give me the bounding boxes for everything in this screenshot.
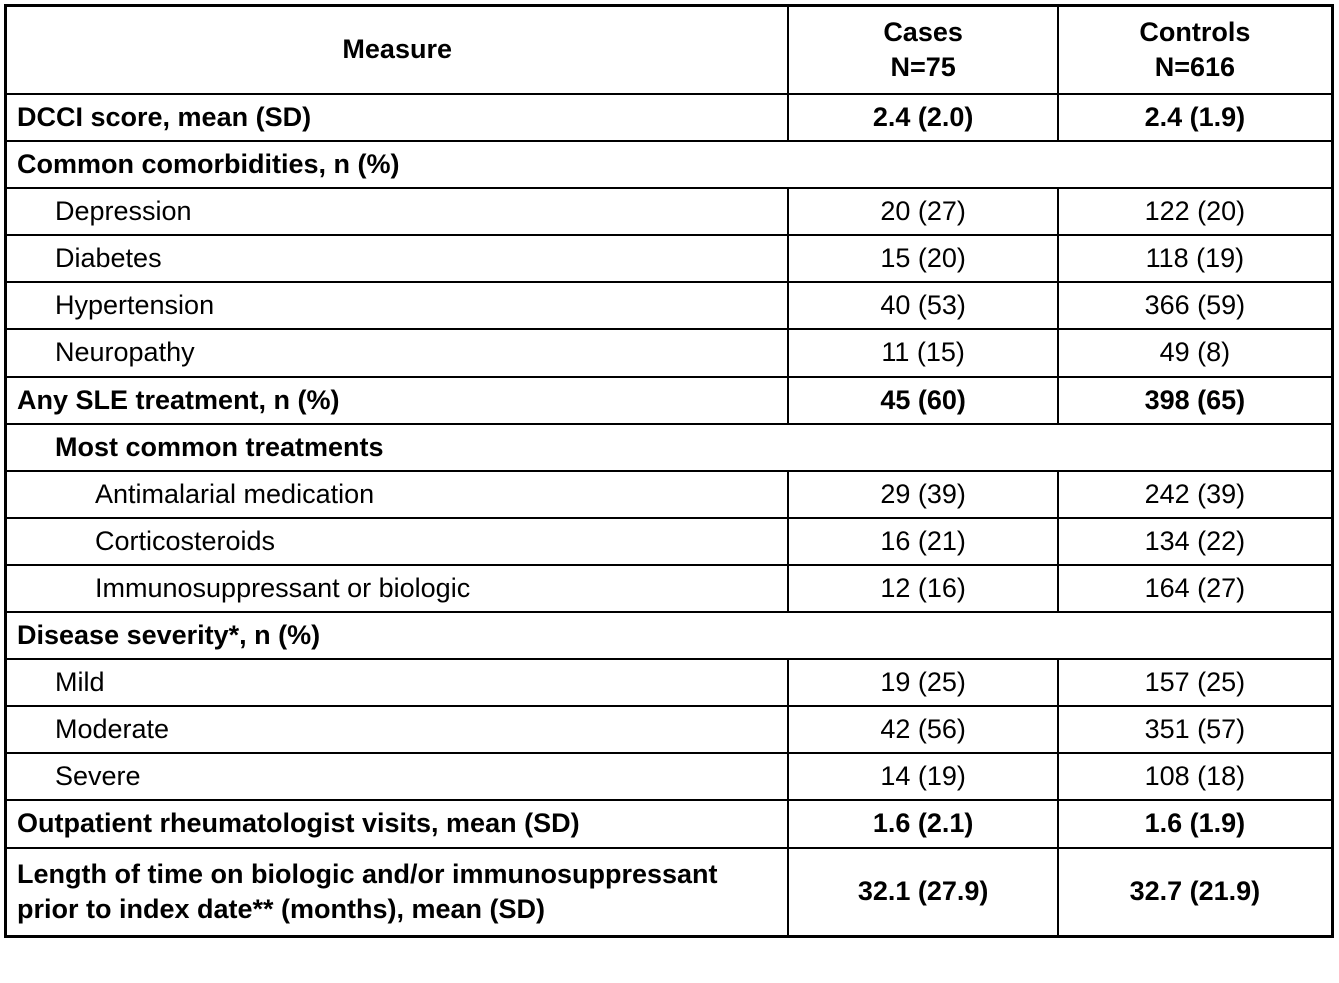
table-row: Severe 14 (19) 108 (18) xyxy=(4,752,1334,802)
table-row: Hypertension 40 (53) 366 (59) xyxy=(4,281,1334,331)
row-cases-value: 1.6 (2.1) xyxy=(787,799,1059,849)
row-measure: Neuropathy xyxy=(4,328,790,378)
row-measure: DCCI score, mean (SD) xyxy=(4,92,790,143)
table-row: Neuropathy 11 (15) 49 (8) xyxy=(4,328,1334,378)
row-measure: Mild xyxy=(4,658,790,708)
table-row: DCCI score, mean (SD) 2.4 (2.0) 2.4 (1.9… xyxy=(4,92,1334,143)
section-header: Most common treatments xyxy=(4,422,1334,472)
study-measures-table-container: Measure Cases N=75 Controls N=616 DCCI s… xyxy=(4,4,1334,938)
row-controls-value: 366 (59) xyxy=(1056,281,1334,331)
row-cases-value: 15 (20) xyxy=(787,234,1059,284)
section-header: Common comorbidities, n (%) xyxy=(4,140,1334,190)
row-controls-value: 134 (22) xyxy=(1056,516,1334,566)
row-measure: Antimalarial medication xyxy=(4,469,790,519)
row-controls-value: 2.4 (1.9) xyxy=(1056,92,1334,143)
row-measure: Corticosteroids xyxy=(4,516,790,566)
row-cases-value: 12 (16) xyxy=(787,563,1059,614)
study-measures-table: Measure Cases N=75 Controls N=616 DCCI s… xyxy=(4,4,1334,938)
row-cases-value: 14 (19) xyxy=(787,752,1059,802)
row-measure: Depression xyxy=(4,187,790,237)
row-cases-value: 2.4 (2.0) xyxy=(787,92,1059,143)
table-section-row: Most common treatments xyxy=(4,422,1334,472)
row-measure: Outpatient rheumatologist visits, mean (… xyxy=(4,799,790,849)
table-row: Length of time on biologic and/or immuno… xyxy=(4,846,1334,938)
row-controls-value: 157 (25) xyxy=(1056,658,1334,708)
row-measure: Any SLE treatment, n (%) xyxy=(4,375,790,425)
cases-label: Cases xyxy=(883,16,963,47)
table-row: Immunosuppressant or biologic 12 (16) 16… xyxy=(4,563,1334,614)
row-cases-value: 42 (56) xyxy=(787,705,1059,755)
row-cases-value: 16 (21) xyxy=(787,516,1059,566)
table-row: Any SLE treatment, n (%) 45 (60) 398 (65… xyxy=(4,375,1334,425)
table-row: Mild 19 (25) 157 (25) xyxy=(4,658,1334,708)
row-controls-value: 122 (20) xyxy=(1056,187,1334,237)
row-cases-value: 40 (53) xyxy=(787,281,1059,331)
section-header: Disease severity*, n (%) xyxy=(4,611,1334,661)
row-measure: Hypertension xyxy=(4,281,790,331)
controls-n: N=616 xyxy=(1154,52,1236,82)
row-measure: Moderate xyxy=(4,705,790,755)
row-measure: Diabetes xyxy=(4,234,790,284)
table-row: Depression 20 (27) 122 (20) xyxy=(4,187,1334,237)
row-controls-value: 49 (8) xyxy=(1056,328,1334,378)
row-cases-value: 19 (25) xyxy=(787,658,1059,708)
table-row: Diabetes 15 (20) 118 (19) xyxy=(4,234,1334,284)
table-header-row: Measure Cases N=75 Controls N=616 xyxy=(4,4,1334,95)
row-controls-value: 1.6 (1.9) xyxy=(1056,799,1334,849)
row-controls-value: 164 (27) xyxy=(1056,563,1334,614)
row-measure: Length of time on biologic and/or immuno… xyxy=(4,846,790,938)
controls-label: Controls xyxy=(1139,16,1251,47)
row-cases-value: 45 (60) xyxy=(787,375,1059,425)
row-controls-value: 398 (65) xyxy=(1056,375,1334,425)
column-header-cases: Cases N=75 xyxy=(787,4,1059,95)
column-header-measure: Measure xyxy=(4,4,790,95)
row-controls-value: 108 (18) xyxy=(1056,752,1334,802)
row-cases-value: 32.1 (27.9) xyxy=(787,846,1059,938)
row-controls-value: 118 (19) xyxy=(1056,234,1334,284)
row-measure: Severe xyxy=(4,752,790,802)
table-section-row: Disease severity*, n (%) xyxy=(4,611,1334,661)
table-row: Outpatient rheumatologist visits, mean (… xyxy=(4,799,1334,849)
column-header-controls: Controls N=616 xyxy=(1056,4,1334,95)
row-controls-value: 242 (39) xyxy=(1056,469,1334,519)
row-measure: Immunosuppressant or biologic xyxy=(4,563,790,614)
table-row: Moderate 42 (56) 351 (57) xyxy=(4,705,1334,755)
row-cases-value: 29 (39) xyxy=(787,469,1059,519)
row-cases-value: 11 (15) xyxy=(787,328,1059,378)
table-row: Antimalarial medication 29 (39) 242 (39) xyxy=(4,469,1334,519)
row-cases-value: 20 (27) xyxy=(787,187,1059,237)
table-section-row: Common comorbidities, n (%) xyxy=(4,140,1334,190)
row-controls-value: 32.7 (21.9) xyxy=(1056,846,1334,938)
cases-n: N=75 xyxy=(890,52,956,82)
table-row: Corticosteroids 16 (21) 134 (22) xyxy=(4,516,1334,566)
row-controls-value: 351 (57) xyxy=(1056,705,1334,755)
